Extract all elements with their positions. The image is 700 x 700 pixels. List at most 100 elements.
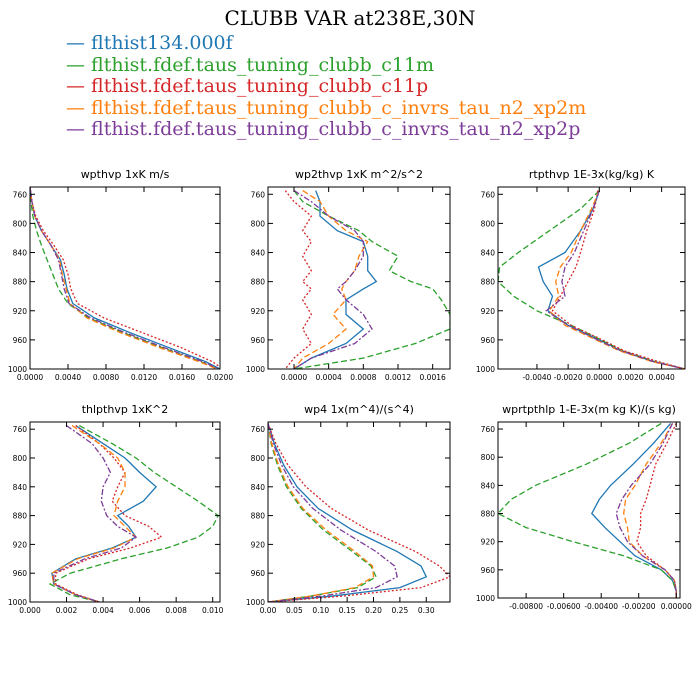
- legend-line-marker: —: [66, 32, 85, 54]
- x-tick-label: 0.0000: [281, 373, 307, 382]
- series-line: [268, 423, 398, 602]
- x-tick-label: 0.0040: [649, 373, 675, 382]
- series-line: [30, 187, 218, 369]
- y-tick-label: 920: [13, 540, 28, 549]
- series-line: [30, 187, 220, 369]
- x-tick-label: 0.0000: [17, 373, 43, 382]
- y-tick-label: 960: [251, 569, 266, 578]
- y-tick-label: 800: [481, 453, 496, 462]
- panel-title: thlpthvp 1xK^2: [82, 403, 169, 416]
- y-tick-label: 760: [13, 425, 28, 434]
- y-tick-label: 800: [13, 454, 28, 463]
- x-tick-label: 0.008: [165, 606, 187, 615]
- legend-item: — flthist.fdef.taus_tuning_clubb_c_invrs…: [66, 96, 587, 120]
- series-line: [284, 190, 313, 369]
- y-tick-label: 760: [13, 190, 28, 199]
- y-tick-label: 960: [251, 336, 266, 345]
- series-line: [537, 190, 685, 369]
- legend-label: flthist.fdef.taus_tuning_clubb_c11p: [91, 75, 429, 98]
- legend-line-marker: —: [66, 96, 85, 119]
- series-line: [591, 422, 677, 598]
- panel-title: wp2thvp 1xK m^2/s^2: [295, 168, 423, 181]
- y-tick-label: 840: [251, 483, 266, 492]
- y-tick-label: 1000: [476, 594, 495, 603]
- x-tick-label: 0.002: [56, 606, 78, 615]
- figure-title: CLUBB VAR at238E,30N: [224, 6, 476, 30]
- series-line: [54, 425, 163, 602]
- y-tick-label: 920: [251, 540, 266, 549]
- y-tick-label: 1000: [8, 598, 27, 607]
- x-tick-label: 0.0008: [350, 373, 376, 382]
- x-tick-label: 0.010: [202, 606, 224, 615]
- x-tick-label: 0.0000: [586, 373, 612, 382]
- x-tick-label: 0.0020: [617, 373, 643, 382]
- y-tick-label: 960: [481, 566, 496, 575]
- series-line: [293, 190, 450, 369]
- series-line: [268, 423, 450, 602]
- y-tick-label: 920: [481, 538, 496, 547]
- x-tick-label: 0.000: [19, 606, 41, 615]
- y-tick-label: 760: [481, 425, 496, 434]
- series-line: [30, 187, 219, 369]
- y-tick-label: 800: [481, 219, 496, 228]
- y-tick-label: 960: [481, 336, 496, 345]
- x-tick-label: 0.25: [392, 606, 409, 615]
- x-tick-label: 0.0004: [316, 373, 342, 382]
- panel-title: wprtpthlp 1-E-3x(m kg K)/(s kg): [502, 403, 676, 416]
- series-line: [293, 190, 378, 369]
- y-tick-label: 840: [481, 481, 496, 490]
- y-tick-label: 760: [481, 190, 496, 199]
- x-tick-label: 0.004: [92, 606, 114, 615]
- x-tick-label: 0.0016: [420, 373, 446, 382]
- x-tick-label: -0.0040: [522, 373, 551, 382]
- x-tick-label: 0.30: [418, 606, 435, 615]
- series-line: [51, 425, 158, 602]
- y-tick-label: 920: [251, 307, 266, 316]
- x-tick-label: -0.00600: [547, 602, 581, 611]
- legend-label: flthist134.000f: [91, 32, 233, 54]
- x-tick-label: 0.00000: [661, 602, 692, 611]
- x-tick-label: 0.0120: [131, 373, 157, 382]
- plot-frame: [267, 186, 451, 370]
- x-tick-label: 0.10: [312, 606, 329, 615]
- y-tick-label: 840: [481, 249, 496, 258]
- panel-title: wpthvp 1xK m/s: [81, 168, 170, 181]
- legend-line-marker: —: [66, 53, 85, 76]
- legend-line-marker: —: [66, 75, 85, 98]
- x-tick-label: -0.00800: [509, 602, 543, 611]
- legend-item: — flthist.fdef.taus_tuning_clubb_c11p: [66, 75, 586, 98]
- x-tick-label: -0.00200: [622, 602, 656, 611]
- y-tick-label: 920: [13, 307, 28, 316]
- y-tick-label: 800: [251, 454, 266, 463]
- x-tick-label: 0.20: [365, 606, 382, 615]
- legend-label: flthist.fdef.taus_tuning_clubb_c_invrs_t…: [91, 96, 587, 119]
- x-tick-label: -0.0020: [554, 373, 583, 382]
- series-line: [293, 190, 373, 369]
- series-line: [268, 423, 428, 602]
- x-tick-label: 0.05: [286, 606, 303, 615]
- series-line: [48, 425, 220, 602]
- y-tick-label: 1000: [246, 365, 265, 374]
- x-tick-label: 0.0012: [385, 373, 411, 382]
- y-tick-label: 840: [13, 249, 28, 258]
- legend-label: flthist.fdef.taus_tuning_clubb_c_invrs_t…: [91, 118, 581, 141]
- legend-item: — flthist.fdef.taus_tuning_clubb_c11m: [66, 53, 586, 77]
- series-line: [268, 423, 377, 602]
- y-tick-label: 1000: [246, 598, 265, 607]
- legend-label: flthist.fdef.taus_tuning_clubb_c11m: [91, 53, 435, 76]
- series-line: [30, 187, 220, 369]
- x-tick-label: -0.00400: [584, 602, 618, 611]
- x-tick-label: 0.00: [260, 606, 277, 615]
- y-tick-label: 880: [481, 278, 496, 287]
- y-tick-label: 840: [13, 483, 28, 492]
- x-tick-label: 0.15: [339, 606, 356, 615]
- y-tick-label: 1000: [8, 365, 27, 374]
- legend-item: — flthist134.000f: [66, 32, 586, 55]
- panel-title: rtpthvp 1E-3x(kg/kg) K: [529, 168, 655, 181]
- y-tick-label: 880: [251, 278, 266, 287]
- x-tick-label: 0.0200: [207, 373, 233, 382]
- plot-frame: [29, 421, 221, 603]
- y-tick-label: 800: [13, 219, 28, 228]
- y-tick-label: 880: [13, 278, 28, 287]
